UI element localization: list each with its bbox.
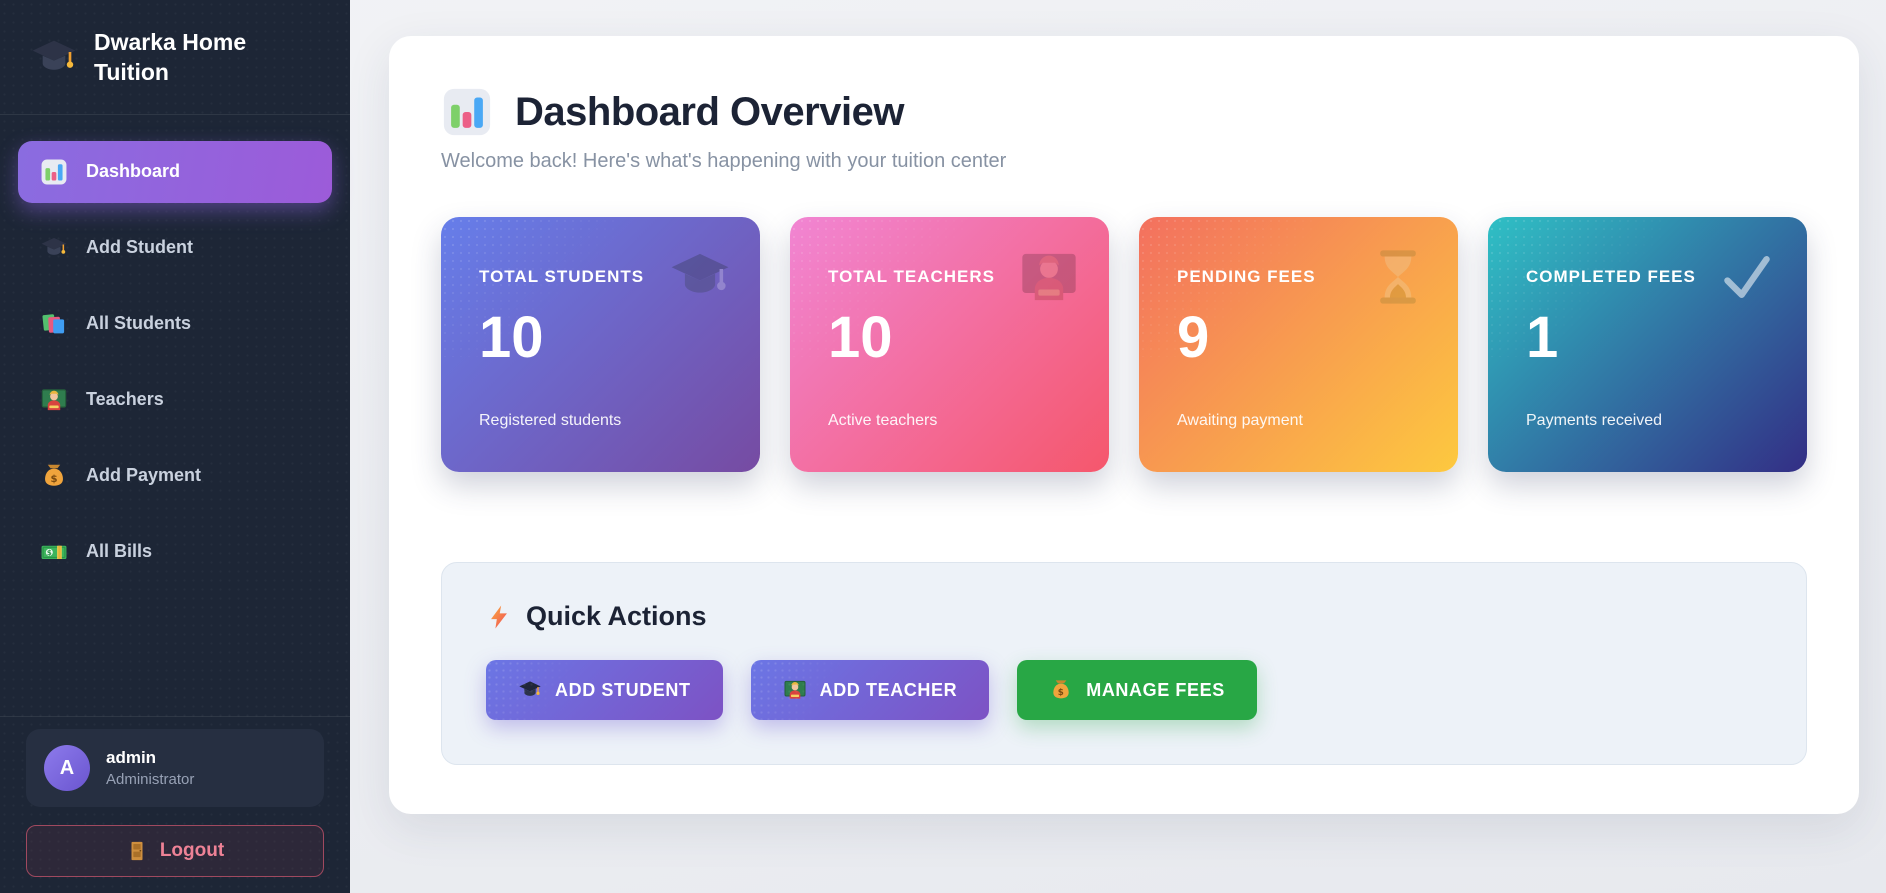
graduation-cap-icon xyxy=(518,678,542,702)
logout-label: Logout xyxy=(159,840,225,861)
button-label: MANAGE FEES xyxy=(1086,679,1225,700)
page-header: Dashboard Overview xyxy=(441,86,1807,138)
add-student-button[interactable]: ADD STUDENT xyxy=(486,660,723,720)
sidebar-nav: Dashboard Add Student All xyxy=(0,115,350,583)
manage-fees-button[interactable]: $ MANAGE FEES xyxy=(1017,660,1257,720)
stat-caption: Payments received xyxy=(1526,412,1663,429)
stat-caption: Active teachers xyxy=(828,412,938,429)
quick-actions-buttons: ADD STUDENT ADD TEACHER xyxy=(486,660,1762,720)
check-icon xyxy=(1715,245,1779,309)
button-label: ADD TEACHER xyxy=(819,679,958,700)
sidebar: Dwarka Home Tuition Dashboard xyxy=(0,0,350,893)
stat-caption: Awaiting payment xyxy=(1177,412,1303,429)
user-name: admin xyxy=(106,748,157,767)
user-card: A admin Administrator xyxy=(26,729,324,807)
money-bag-icon: $ xyxy=(1049,678,1073,702)
page-title: Dashboard Overview xyxy=(515,89,904,134)
stat-caption: Registered students xyxy=(479,412,622,429)
sidebar-item-teachers[interactable]: Teachers xyxy=(18,369,332,431)
add-teacher-button[interactable]: ADD TEACHER xyxy=(750,660,990,720)
quick-actions-panel: Quick Actions ADD STUDENT xyxy=(441,562,1807,765)
graduation-cap-icon xyxy=(30,34,78,82)
sidebar-item-all-students[interactable]: All Students xyxy=(18,293,332,355)
sidebar-item-label: All Students xyxy=(86,313,192,334)
books-icon xyxy=(40,310,68,338)
button-label: ADD STUDENT xyxy=(555,679,691,700)
sidebar-item-all-bills[interactable]: $ All Bills xyxy=(18,521,332,583)
app-title: Dwarka Home Tuition xyxy=(94,29,247,85)
sidebar-footer: A admin Administrator Logout xyxy=(0,716,350,893)
logout-button[interactable]: Logout xyxy=(26,825,324,877)
dashboard-card: Dashboard Overview Welcome back! Here's … xyxy=(389,36,1859,814)
avatar: A xyxy=(44,745,90,791)
stat-value: 10 xyxy=(479,305,544,370)
door-icon xyxy=(126,840,148,862)
svg-text:$: $ xyxy=(47,549,52,557)
stat-value: 9 xyxy=(1177,305,1210,370)
page-subtitle: Welcome back! Here's what's happening wi… xyxy=(441,150,1007,172)
sidebar-item-label: Teachers xyxy=(86,389,164,410)
graduation-cap-icon xyxy=(40,234,68,262)
teacher-icon xyxy=(1017,245,1081,309)
graduation-cap-icon xyxy=(668,245,732,309)
quick-actions-header: Quick Actions xyxy=(486,601,1762,632)
user-role: Administrator xyxy=(106,771,195,788)
hourglass-icon xyxy=(1366,245,1430,309)
stat-value: 1 xyxy=(1526,305,1559,370)
main-content: Dashboard Overview Welcome back! Here's … xyxy=(350,0,1886,893)
banknote-icon: $ xyxy=(40,538,68,566)
svg-text:$: $ xyxy=(50,474,57,485)
sidebar-item-label: Add Student xyxy=(86,237,193,258)
quick-actions-title: Quick Actions xyxy=(526,601,707,631)
stat-card-pending-fees: PENDING FEES 9 Awaiting payment xyxy=(1139,217,1458,472)
sidebar-item-dashboard[interactable]: Dashboard xyxy=(18,140,332,203)
app-logo-block: Dwarka Home Tuition xyxy=(0,0,350,115)
stats-grid: TOTAL STUDENTS 10 Registered students TO… xyxy=(441,217,1807,472)
svg-text:$: $ xyxy=(1058,688,1064,698)
sidebar-item-label: All Bills xyxy=(86,541,153,562)
teacher-icon xyxy=(40,386,68,414)
sidebar-item-add-student[interactable]: Add Student xyxy=(18,217,332,279)
sidebar-item-label: Add Payment xyxy=(86,465,202,486)
teacher-icon xyxy=(783,678,807,702)
stat-value: 10 xyxy=(828,305,893,370)
bar-chart-icon xyxy=(40,158,68,186)
lightning-icon xyxy=(486,602,512,632)
sidebar-item-label: Dashboard xyxy=(86,161,181,182)
money-bag-icon: $ xyxy=(40,462,68,490)
stat-card-total-teachers: TOTAL TEACHERS 10 Active teachers xyxy=(790,217,1109,472)
bar-chart-icon xyxy=(441,86,493,138)
stat-card-completed-fees: COMPLETED FEES 1 Payments received xyxy=(1488,217,1807,472)
stat-card-total-students: TOTAL STUDENTS 10 Registered students xyxy=(441,217,760,472)
sidebar-item-add-payment[interactable]: $ Add Payment xyxy=(18,445,332,507)
